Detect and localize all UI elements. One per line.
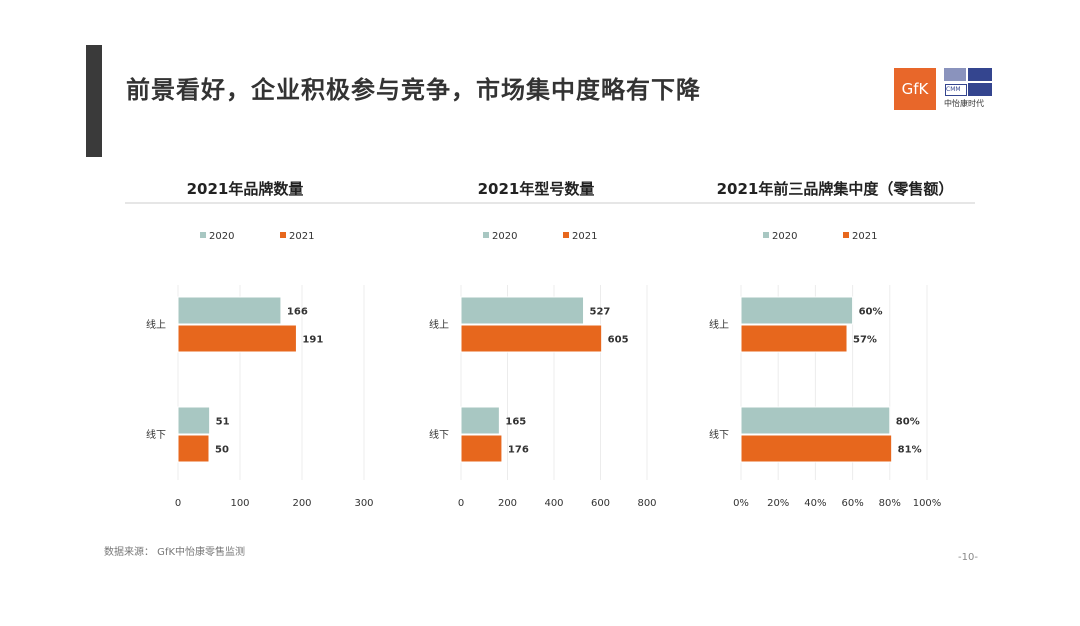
bar-2021 [177, 434, 210, 463]
tick-label: 0 [458, 498, 464, 509]
legend-swatch-2021 [280, 232, 286, 238]
legend-swatch-2020 [763, 232, 769, 238]
data-label: 51 [216, 417, 230, 428]
chart-title: 2021年品牌数量 [187, 180, 304, 198]
tick-label: 400 [544, 498, 563, 509]
legend-label-2021: 2021 [289, 231, 314, 242]
bar-2021 [740, 324, 848, 353]
data-label: 166 [287, 307, 308, 318]
bar-2020 [460, 296, 585, 325]
tick-label: 800 [637, 498, 656, 509]
legend-label-2020: 2020 [772, 231, 797, 242]
tick-label: 40% [804, 498, 826, 509]
data-label: 605 [608, 335, 629, 346]
bar-2021 [740, 434, 893, 463]
bar-2021 [460, 434, 503, 463]
legend-swatch-2021 [563, 232, 569, 238]
category-label: 线下 [146, 428, 166, 441]
tick-label: 0 [175, 498, 181, 509]
tick-label: 80% [879, 498, 901, 509]
data-label: 50 [215, 445, 229, 456]
bar-2020 [740, 296, 854, 325]
chart-title: 2021年前三品牌集中度（零售额） [717, 180, 954, 198]
legend-swatch-2020 [200, 232, 206, 238]
legend-swatch-2020 [483, 232, 489, 238]
tick-label: 600 [591, 498, 610, 509]
category-label: 线下 [429, 428, 449, 441]
legend-label-2021: 2021 [852, 231, 877, 242]
legend-label-2020: 2020 [492, 231, 517, 242]
cmm-cn-text: 中怡康时代 [944, 99, 984, 108]
data-label: 81% [898, 445, 922, 456]
gfk-logo: GfK [894, 68, 936, 110]
bar-2020 [740, 406, 891, 435]
page-title: 前景看好，企业积极参与竞争，市场集中度略有下降 [126, 76, 701, 104]
legend-label-2021: 2021 [572, 231, 597, 242]
category-label: 线上 [429, 318, 449, 331]
data-label: 60% [859, 307, 883, 318]
data-source: 数据来源： GfK中怡康零售监测 [104, 547, 246, 558]
cmm-logo: CMM 中怡康时代 [944, 68, 992, 110]
bar-2021 [177, 324, 297, 353]
category-label: 线上 [709, 318, 729, 331]
chart-title: 2021年型号数量 [478, 180, 595, 198]
legend-swatch-2021 [843, 232, 849, 238]
tick-label: 20% [767, 498, 789, 509]
bar-2020 [177, 296, 282, 325]
data-label: 191 [302, 335, 323, 346]
data-label: 57% [853, 335, 877, 346]
bar-2021 [460, 324, 603, 353]
tick-label: 300 [354, 498, 373, 509]
data-label: 165 [505, 417, 526, 428]
tick-label: 100% [913, 498, 942, 509]
tick-label: 100 [230, 498, 249, 509]
category-label: 线下 [709, 428, 729, 441]
legend-label-2020: 2020 [209, 231, 234, 242]
title-accent-bar [86, 45, 102, 157]
data-label: 80% [896, 417, 920, 428]
bar-2020 [177, 406, 211, 435]
page-number: -10- [958, 552, 978, 563]
bar-2020 [460, 406, 500, 435]
cmm-text: CMM [945, 84, 967, 96]
tick-label: 200 [498, 498, 517, 509]
tick-label: 0% [733, 498, 749, 509]
data-label: 527 [590, 307, 611, 318]
category-label: 线上 [146, 318, 166, 331]
tick-label: 200 [292, 498, 311, 509]
tick-label: 60% [841, 498, 863, 509]
data-label: 176 [508, 445, 529, 456]
